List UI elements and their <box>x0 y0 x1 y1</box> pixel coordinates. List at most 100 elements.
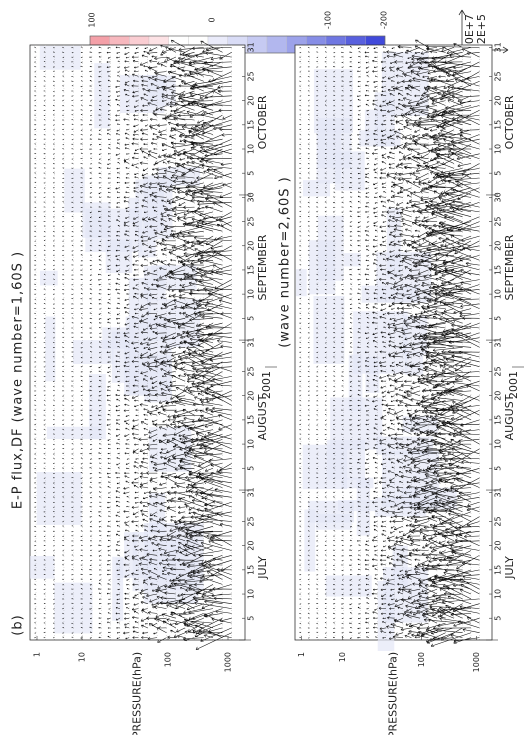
day-tick-label: 15 <box>494 415 503 425</box>
month-label: OCTOBER <box>503 95 516 149</box>
day-tick-label: 10 <box>494 144 503 154</box>
day-tick-label: 30 <box>247 192 256 202</box>
flux-vectors <box>299 39 480 647</box>
panel-subtitle: (wave number=2,60S ) <box>278 176 293 348</box>
month-label: AUGUST <box>503 394 516 440</box>
day-tick-label: 10 <box>247 289 256 299</box>
shading <box>128 197 139 223</box>
colorbar-tick-label: -100 <box>324 11 333 29</box>
shading <box>82 202 111 238</box>
day-tick-label: 30 <box>494 192 503 202</box>
day-tick-label: 15 <box>247 565 256 575</box>
day-tick-label: 20 <box>247 241 256 251</box>
month-label: AUGUST <box>256 394 269 440</box>
shading <box>39 45 81 70</box>
panel-label: (b) <box>11 614 26 635</box>
day-tick-label: 20 <box>247 96 256 106</box>
day-tick-label: 5 <box>247 316 256 321</box>
day-tick-label: 5 <box>494 466 503 471</box>
pressure-tick-label: 1 <box>33 652 42 657</box>
colorbar-tick-label: 100 <box>88 12 97 27</box>
day-tick-label: 25 <box>494 216 503 226</box>
day-tick-label: 15 <box>494 565 503 575</box>
day-tick-label: 15 <box>494 120 503 130</box>
shading <box>54 582 93 634</box>
day-tick-label: 31 <box>494 42 503 52</box>
shading <box>72 340 114 365</box>
pressure-tick-label: 10 <box>78 652 87 662</box>
shading <box>325 575 372 597</box>
shading <box>348 354 363 411</box>
day-tick-label: 20 <box>494 96 503 106</box>
day-tick-label: 25 <box>247 366 256 376</box>
day-tick-label: 25 <box>247 216 256 226</box>
shading <box>112 556 124 621</box>
day-tick-label: 5 <box>247 466 256 471</box>
day-tick-label: 5 <box>494 616 503 621</box>
month-label: SEPTEMBER <box>256 234 269 300</box>
shading <box>143 175 173 240</box>
shading <box>317 117 352 169</box>
day-tick-label: 10 <box>494 439 503 449</box>
month-label: JULY <box>503 556 516 580</box>
day-tick-label: 5 <box>247 171 256 176</box>
day-tick-label: 25 <box>494 71 503 81</box>
pressure-tick-label: 100 <box>164 652 173 667</box>
month-label: OCTOBER <box>256 95 269 149</box>
day-tick-label: 25 <box>247 71 256 81</box>
shading <box>143 266 166 301</box>
shading <box>64 168 85 213</box>
pressure-tick-label: 10 <box>338 652 347 662</box>
shading <box>304 509 316 572</box>
shading <box>308 500 355 523</box>
y-axis-title: PRESSURE(hPa) <box>131 652 144 735</box>
vector-scale: 4.0E+7 <box>463 14 476 55</box>
year-label: 2001 <box>260 371 273 399</box>
day-tick-label: 10 <box>247 589 256 599</box>
colorbar-tick-label: 0 <box>208 17 217 22</box>
day-tick-label: 15 <box>247 265 256 275</box>
day-tick-label: 20 <box>494 391 503 401</box>
colorbar-cell <box>266 35 287 54</box>
day-tick-label: 25 <box>494 366 503 376</box>
shading <box>45 316 56 382</box>
day-tick-label: 15 <box>247 120 256 130</box>
shading <box>356 480 371 536</box>
shading <box>344 253 361 267</box>
day-tick-label: 10 <box>494 289 503 299</box>
day-tick-label: 31 <box>494 337 503 347</box>
shading <box>308 240 336 295</box>
panel <box>29 39 277 650</box>
shading <box>88 374 106 440</box>
day-tick-label: 10 <box>247 144 256 154</box>
day-tick-label: 25 <box>494 516 503 526</box>
day-tick-label: 20 <box>247 541 256 551</box>
day-tick-label: 10 <box>494 589 503 599</box>
colorbar-tick-label: -200 <box>380 11 389 29</box>
day-tick-label: 31 <box>247 42 256 52</box>
pressure-tick-label: 1000 <box>472 652 481 672</box>
day-tick-label: 5 <box>494 316 503 321</box>
day-tick-label: 31 <box>247 487 256 497</box>
shading <box>377 581 395 652</box>
month-label: JULY <box>256 556 269 580</box>
shading <box>295 269 307 297</box>
shading <box>30 556 55 579</box>
pressure-tick-label: 1 <box>297 652 306 657</box>
day-tick-label: 20 <box>247 391 256 401</box>
shading <box>330 397 383 450</box>
shading <box>40 270 58 286</box>
shading <box>376 436 434 455</box>
day-tick-label: 31 <box>494 487 503 497</box>
pressure-tick-label: 100 <box>417 652 426 667</box>
vector-scale: 5.2E+5 <box>475 14 488 55</box>
shading <box>105 239 133 274</box>
day-tick-label: 10 <box>247 439 256 449</box>
panel <box>294 39 524 652</box>
day-tick-label: 5 <box>494 171 503 176</box>
shading <box>359 130 401 147</box>
flux-vectors <box>34 39 232 650</box>
day-tick-label: 15 <box>247 415 256 425</box>
day-tick-label: 20 <box>494 541 503 551</box>
